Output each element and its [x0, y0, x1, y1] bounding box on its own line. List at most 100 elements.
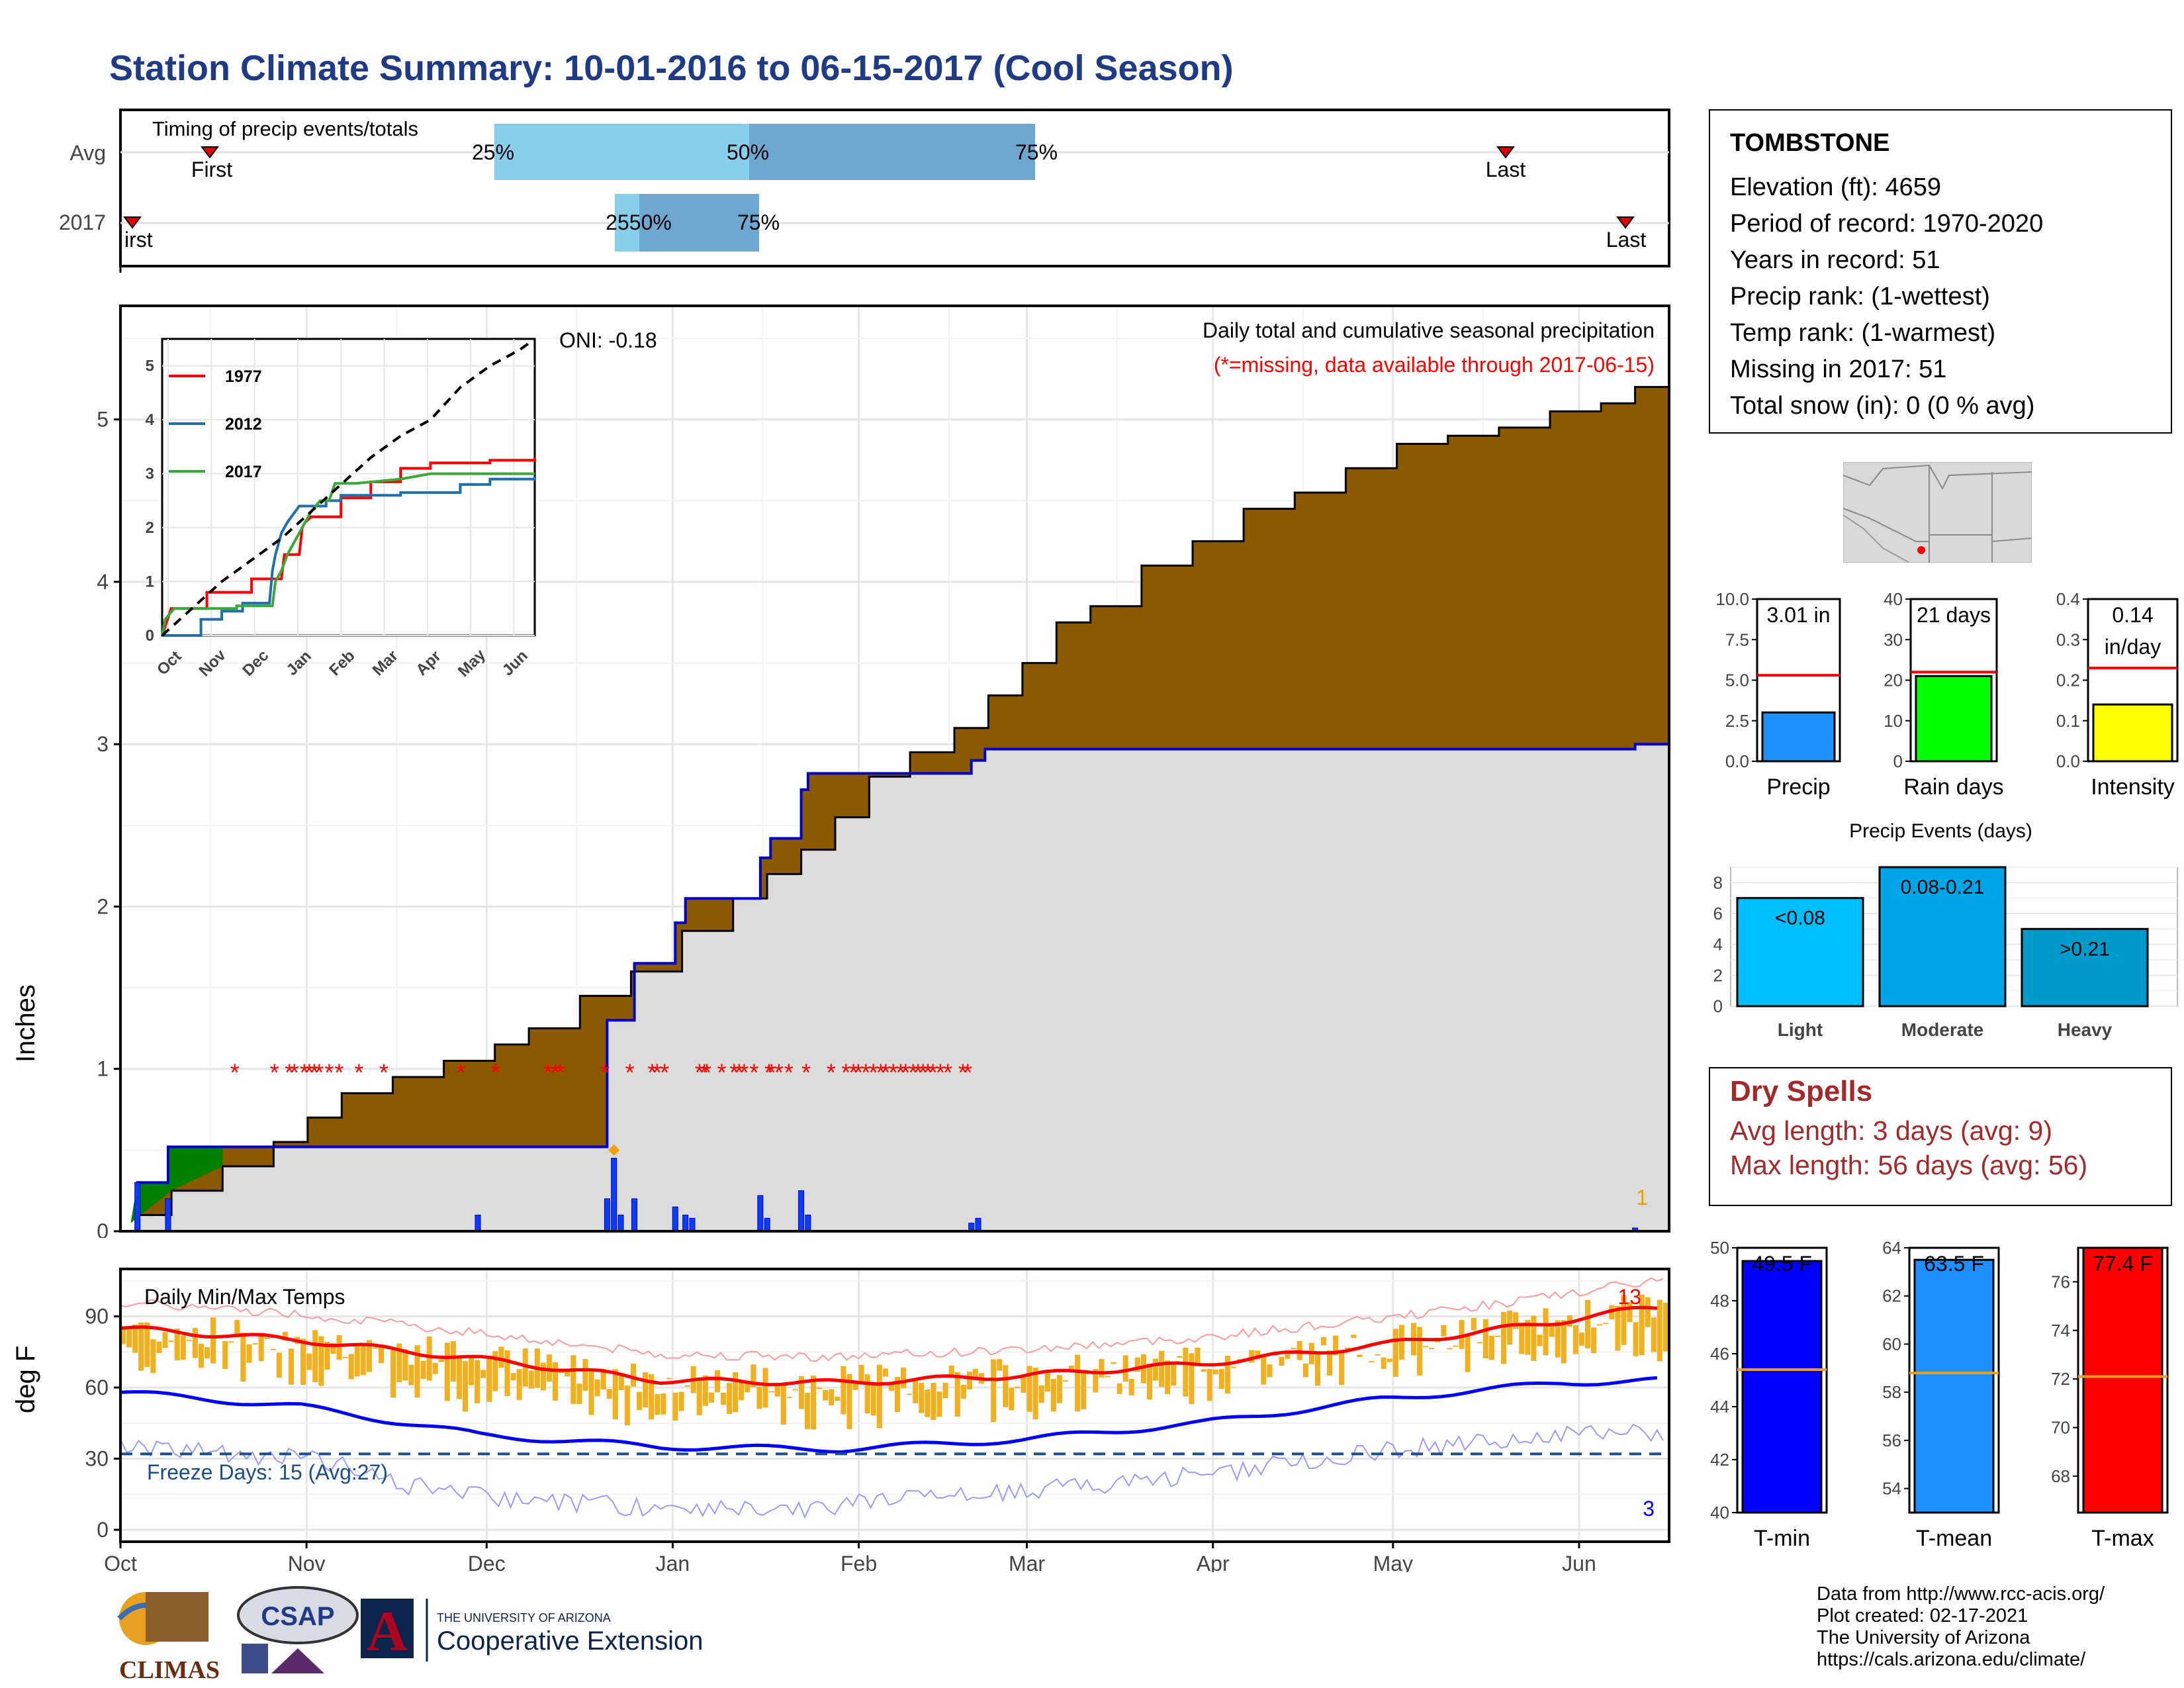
daily-temp-bar [150, 1339, 156, 1374]
daily-temp-bar [733, 1372, 739, 1413]
daily-temp-bar [835, 1396, 841, 1401]
y-tick-label: 50 [1710, 1238, 1729, 1258]
daily-temp-bar [318, 1336, 324, 1386]
daily-temp-bar [1333, 1335, 1339, 1356]
daily-temp-bar [1375, 1354, 1381, 1356]
daily-temp-bar [841, 1366, 846, 1415]
daily-temp-bar [1392, 1329, 1398, 1377]
daily-temp-bar [1572, 1325, 1578, 1354]
daily-temp-bar [246, 1344, 252, 1363]
daily-temp-bar [486, 1356, 492, 1402]
avg-25-label: 25% [472, 140, 514, 164]
missing-day-marker: * [310, 1059, 319, 1086]
daily-temp-bar [1327, 1350, 1333, 1376]
y-tick-label: 68 [2051, 1466, 2070, 1486]
x-tick-label: Jan [656, 1552, 690, 1572]
small-chart-bar [1761, 711, 1836, 763]
daily-temp-bar [588, 1371, 594, 1415]
daily-precip-bar [798, 1190, 805, 1232]
daily-temp-bar [954, 1372, 960, 1417]
daily-temp-bar [234, 1319, 240, 1338]
daily-temp-bar [1122, 1355, 1128, 1382]
daily-precip-bar [617, 1214, 624, 1232]
daily-temp-bar [1146, 1363, 1152, 1400]
daily-temp-bar [1195, 1347, 1201, 1366]
daily-temp-bar [1038, 1385, 1044, 1403]
y-tick-label: 0.1 [2056, 711, 2080, 731]
daily-temp-bar [594, 1379, 600, 1397]
daily-temp-bar [312, 1330, 318, 1383]
daily-temp-bar [1249, 1350, 1255, 1363]
missing-day-marker: * [936, 1059, 945, 1086]
y-tick-label: 10 [1884, 711, 1903, 731]
y-tick-label: 20 [1884, 671, 1903, 690]
inset-x-tick-label: Feb [326, 647, 358, 679]
daily-temp-bar [1230, 1366, 1236, 1368]
event-category: Heavy [2058, 1019, 2113, 1040]
missing-day-marker: * [354, 1059, 363, 1086]
missing-day-marker: * [324, 1059, 334, 1086]
avg-50-label: 50% [727, 140, 769, 164]
missing-day-marker: * [290, 1059, 299, 1086]
daily-temp-bar [1519, 1325, 1525, 1354]
record-high-line [120, 1277, 1664, 1362]
missing-day-marker: * [491, 1059, 500, 1086]
y-tick-label: 48 [1710, 1291, 1729, 1311]
daily-temp-bar [895, 1377, 901, 1412]
daily-temp-bar [991, 1359, 997, 1423]
inset-x-tick-label: Dec [239, 647, 272, 680]
daily-temp-bar [420, 1361, 426, 1380]
station-line: Years in record: 51 [1730, 246, 1940, 274]
event-bar-label: <0.08 [1775, 908, 1825, 929]
daily-temp-bar [390, 1350, 396, 1398]
y-tick-label: 0.0 [2056, 751, 2080, 771]
daily-temp-bar [1585, 1299, 1591, 1348]
daily-temp-bar [1009, 1387, 1015, 1411]
climas-logo: CLIMAS [117, 1592, 220, 1684]
missing-day-marker: * [334, 1059, 343, 1086]
daily-temp-bar [925, 1389, 931, 1417]
daily-temp-bar [1050, 1379, 1056, 1412]
missing-day-marker: * [379, 1059, 388, 1086]
daily-temp-bar [1357, 1354, 1363, 1357]
daily-temp-bar [919, 1382, 925, 1413]
missing-day-marker: * [869, 1059, 878, 1086]
temp-corner-hi: 13 [1617, 1285, 1641, 1309]
daily-temp-bar [126, 1329, 132, 1348]
oni-label: ONI: -0.18 [559, 328, 657, 352]
daily-precip-bar [631, 1198, 638, 1232]
missing-day-marker: * [556, 1059, 565, 1086]
missing-day-marker: * [909, 1059, 918, 1086]
daily-temp-bar [264, 1337, 270, 1340]
above-average-area [130, 1147, 223, 1223]
missing-day-marker: * [456, 1059, 465, 1086]
missing-day-marker: * [764, 1059, 774, 1086]
x-tick-label: Apr [1197, 1552, 1230, 1572]
max-daily-marker [608, 1144, 620, 1156]
station-line: Elevation (ft): 4659 [1730, 173, 1941, 201]
daily-temp-bar [1177, 1356, 1183, 1358]
small-chart-bar [1741, 1260, 1823, 1514]
daily-temp-bar [649, 1374, 655, 1420]
y2017-q25-q50-bar [615, 194, 639, 252]
y-tick-label: 76 [2051, 1272, 2070, 1291]
y-tick-label: 0.3 [2056, 630, 2080, 649]
y-tick-label: 0 [1713, 996, 1723, 1016]
daily-temp-bar [1578, 1333, 1585, 1346]
missing-day-marker: * [943, 1059, 952, 1086]
daily-temp-bar [1206, 1368, 1212, 1401]
dry-spells-box: Dry Spells Avg length: 3 days (avg: 9) M… [1709, 1067, 2172, 1206]
missing-day-marker: * [881, 1059, 890, 1086]
y-tick-label: 8 [1713, 872, 1723, 892]
daily-temp-bar [606, 1389, 612, 1399]
daily-temp-bar [1621, 1295, 1627, 1345]
temp-corner-lo: 3 [1643, 1497, 1655, 1521]
daily-temp-bar [864, 1374, 870, 1414]
daily-temp-bar [192, 1328, 198, 1358]
station-line: Temp rank: (1-warmest) [1730, 319, 1996, 347]
legend-label: 2017 [225, 463, 262, 481]
daily-temp-bar [672, 1393, 678, 1421]
daily-temp-bar [792, 1389, 798, 1391]
small-chart-value-label: 77.4 F [2093, 1252, 2153, 1276]
missing-day-marker: * [551, 1059, 560, 1086]
